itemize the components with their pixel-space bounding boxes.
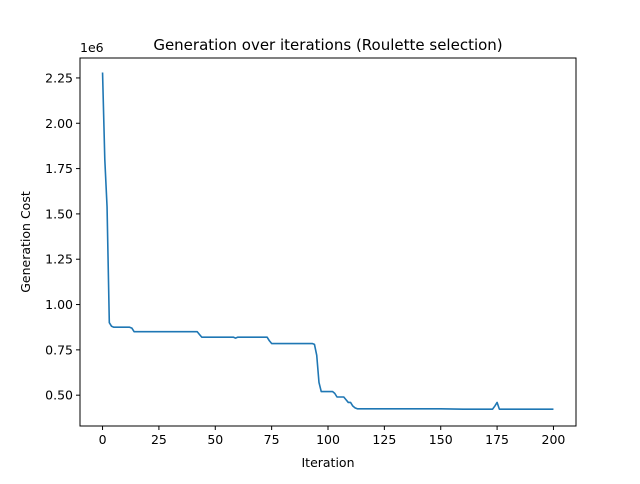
y-tick-label: 2.00	[45, 116, 73, 131]
x-tick-label: 100	[316, 432, 340, 447]
series-line-0	[101, 72, 554, 410]
y-tick-label: 2.25	[45, 70, 73, 85]
y-tick-label: 1.50	[45, 206, 73, 221]
x-axis-label: Iteration	[301, 455, 354, 470]
y-tick-label: 1.25	[45, 252, 73, 267]
chart-title: Generation over iterations (Roulette sel…	[153, 36, 502, 54]
y-axis: 0.50 0.75 1.00 1.25 1.50 1.75 2.00 2.25	[45, 70, 80, 403]
x-tick-label: 150	[429, 432, 453, 447]
x-tick-label: 75	[264, 432, 280, 447]
x-tick-label: 175	[485, 432, 509, 447]
x-tick-label: 125	[372, 432, 396, 447]
y-tick-label: 1.75	[45, 161, 73, 176]
x-tick-label: 25	[151, 432, 167, 447]
x-axis: 0 25 50 75 100 125 150 175 200	[99, 426, 566, 447]
y-tick-label: 1.00	[45, 297, 73, 312]
y-tick-label: 0.50	[45, 388, 73, 403]
x-tick-label: 0	[99, 432, 107, 447]
x-tick-label: 200	[542, 432, 566, 447]
x-tick-label: 50	[207, 432, 223, 447]
y-tick-label: 0.75	[45, 342, 73, 357]
y-axis-offset-label: 1e6	[80, 40, 104, 55]
y-axis-label: Generation Cost	[18, 191, 33, 293]
